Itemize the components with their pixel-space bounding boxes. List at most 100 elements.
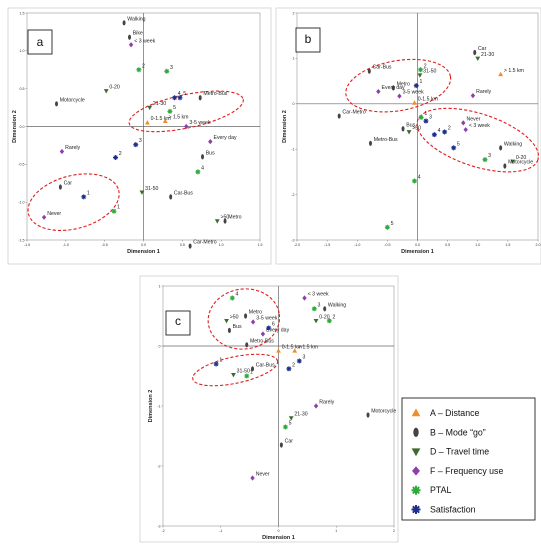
data-label: 3	[302, 355, 305, 361]
data-point	[244, 313, 248, 319]
panel-label: a	[37, 35, 44, 49]
y-tick-label: 1	[159, 284, 161, 288]
y-tick-label: -3	[291, 238, 294, 242]
data-point	[229, 295, 235, 301]
data-point	[195, 169, 201, 175]
data-label: 4	[178, 91, 181, 97]
x-tick-label: -1.5	[324, 243, 330, 247]
data-label: 21-30	[481, 52, 494, 58]
data-point	[260, 331, 266, 337]
data-label: Metro-Bus	[203, 91, 227, 97]
cluster-ellipse	[345, 58, 452, 113]
data-label: 5	[457, 141, 460, 147]
x-axis-title: Dimension 1	[401, 249, 434, 255]
y-tick-label: 1.0	[20, 49, 25, 53]
x-tick-label: -2.0	[294, 243, 300, 247]
data-label: 1	[424, 111, 427, 117]
data-label: 5	[183, 91, 186, 97]
data-label: Never	[256, 472, 270, 478]
data-label: 1	[419, 79, 422, 85]
data-point	[473, 49, 477, 56]
data-point	[231, 373, 236, 378]
data-point	[59, 148, 65, 155]
data-label: Motorcycle	[371, 409, 396, 415]
data-label: 5	[391, 221, 394, 227]
data-point	[369, 140, 373, 146]
y-tick-label: 2	[293, 11, 295, 15]
data-point	[41, 214, 47, 220]
panel-label-box	[165, 310, 191, 336]
x-tick-label: 0.0	[141, 243, 146, 247]
data-point	[326, 318, 332, 324]
data-label: < 3 week	[134, 38, 155, 44]
data-point	[172, 95, 178, 101]
cluster-ellipse	[128, 90, 244, 133]
data-point	[366, 412, 370, 418]
legend-marker	[411, 448, 421, 457]
data-label: 3-5 week	[256, 316, 277, 322]
legend-frame	[401, 397, 536, 521]
data-point	[177, 95, 183, 101]
data-label: 5	[289, 421, 292, 427]
data-label: > 1.5 km	[298, 344, 318, 350]
y-axis-title: Dimension 2	[148, 390, 154, 423]
x-tick-label: -1.0	[354, 243, 360, 247]
y-tick-label: 0	[293, 102, 295, 106]
data-label: 31-50	[423, 69, 436, 75]
data-point	[406, 130, 412, 135]
data-label: Metro	[397, 81, 410, 87]
x-tick-label: -0.5	[102, 243, 108, 247]
data-label: Every day	[266, 328, 289, 334]
data-label: Bus	[406, 122, 415, 128]
data-point	[128, 42, 134, 48]
data-point	[431, 132, 437, 138]
data-label: 6	[272, 322, 275, 328]
data-label: Never	[47, 211, 61, 217]
data-point	[136, 67, 142, 73]
data-label: > 1.5 km	[168, 115, 188, 121]
data-point	[296, 358, 302, 364]
y-tick-label: 0.5	[20, 87, 25, 91]
data-point	[397, 93, 402, 99]
data-label: 0-1.5 km	[151, 116, 171, 122]
data-point	[451, 145, 457, 151]
x-tick-label: 0.5	[180, 243, 185, 247]
y-tick-label: -3	[157, 524, 160, 528]
data-label: 31-50	[237, 368, 250, 374]
data-point	[282, 424, 288, 430]
data-label: < 3 week	[469, 123, 490, 129]
data-label: 3-5 week	[189, 120, 210, 126]
data-label: 3	[139, 138, 142, 144]
data-point	[58, 184, 62, 190]
y-tick-label: -0.5	[18, 163, 24, 167]
data-point	[367, 68, 371, 74]
data-point	[250, 319, 256, 325]
data-label: 2	[142, 63, 145, 69]
data-point	[313, 319, 319, 324]
data-point	[288, 416, 294, 421]
data-point	[169, 194, 173, 200]
data-label: Car-Bus	[174, 190, 193, 196]
legend-label: D – Travel time	[430, 447, 489, 457]
data-label: Car-Bus	[256, 362, 275, 368]
data-label: Car-Bus	[373, 65, 392, 71]
cluster-ellipse	[416, 107, 540, 173]
x-tick-label: 2	[393, 529, 395, 533]
data-point	[417, 73, 423, 78]
data-label: 2	[448, 125, 451, 131]
data-label: 1	[219, 358, 222, 364]
data-label: 0-20	[109, 84, 119, 90]
data-point	[198, 95, 202, 101]
data-label: 2	[424, 63, 427, 69]
data-label: < 3 week	[308, 292, 329, 298]
data-label: 5	[173, 105, 176, 111]
data-point	[201, 154, 205, 160]
data-point	[461, 120, 466, 126]
data-label: 2	[292, 362, 295, 368]
legend-label: PTAL	[430, 485, 451, 495]
data-point	[250, 475, 255, 481]
data-label: 1	[250, 370, 253, 376]
data-point	[413, 83, 419, 89]
